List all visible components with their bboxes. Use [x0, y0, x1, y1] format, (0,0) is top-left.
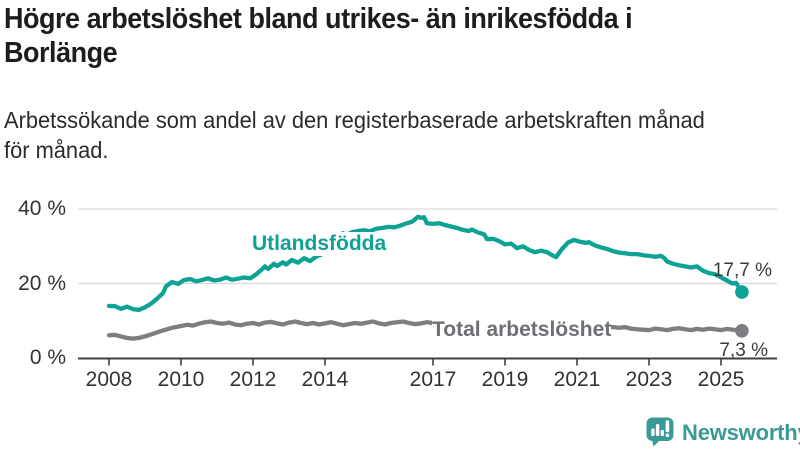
chart-subtitle: Arbetssökande som andel av den registerb… [4, 105, 705, 165]
x-axis-label-2023: 2023 [625, 368, 673, 391]
y-axis-label-40: 40 % [18, 197, 66, 220]
x-axis-label-2019: 2019 [481, 368, 529, 391]
x-axis-label-2025: 2025 [697, 368, 745, 391]
newsworthy-logo: Newsworthy [646, 417, 800, 447]
x-axis-label-2010: 2010 [157, 368, 205, 391]
title-line-2: Borlänge [4, 37, 118, 69]
subtitle-line-2: för månad. [4, 137, 109, 163]
series-label-total-arbetsloshet: Total arbetslöshet [432, 318, 612, 342]
page-title: Högre arbetslöshet bland utrikes- än inr… [4, 2, 767, 70]
brand-name: Newsworthy [682, 420, 800, 445]
subtitle-line-1: Arbetssökande som andel av den registerb… [4, 107, 705, 133]
y-axis-label-20: 20 % [18, 271, 66, 295]
x-axis-label-2012: 2012 [229, 368, 277, 391]
title-line-1: Högre arbetslöshet bland utrikes- än inr… [4, 3, 633, 35]
end-value-label-utlandsfodda: 17,7 % [712, 260, 772, 281]
series-line-total-arbetsl-shet [106, 319, 745, 341]
series-line-utlandsf-dda [106, 214, 745, 313]
x-axis-label-2014: 2014 [301, 368, 349, 391]
x-axis-label-2021: 2021 [553, 368, 601, 391]
end-value-label-total: 7,3 % [719, 340, 768, 361]
chart-header: Högre arbetslöshet bland utrikes- än inr… [4, 2, 800, 163]
x-axis-label-2008: 2008 [85, 368, 133, 391]
series-end-dot-total-arbetsl-shet [735, 324, 749, 338]
y-axis-label-0: 0 % [29, 346, 66, 369]
x-axis-label-2017: 2017 [409, 368, 457, 391]
series-end-dot-utlandsf-dda [735, 285, 749, 299]
newsworthy-chart-bubble-icon [646, 417, 674, 447]
series-label-utlandsfodda: Utlandsfödda [252, 232, 387, 256]
